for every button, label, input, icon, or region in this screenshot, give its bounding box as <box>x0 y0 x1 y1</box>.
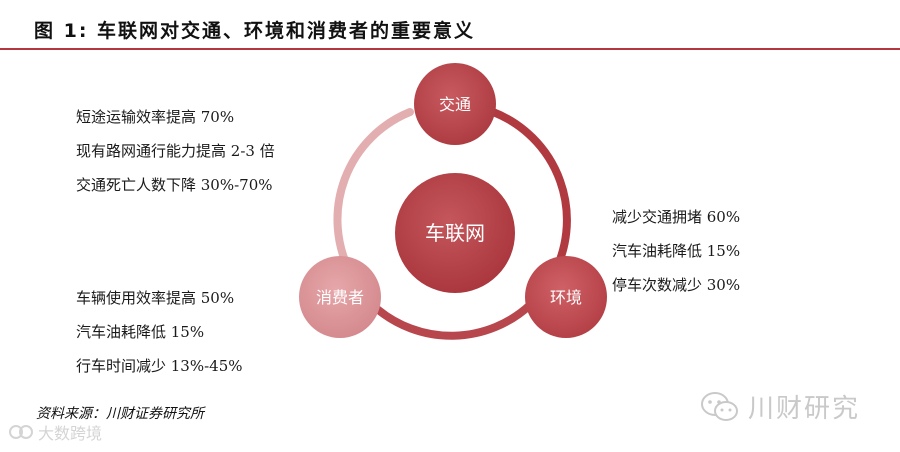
title-divider <box>0 48 900 50</box>
environment-label: 环境 <box>550 288 582 307</box>
consumer-label: 消费者 <box>316 288 364 307</box>
watermark-right-text: 川财研究 <box>748 394 861 424</box>
brand-logo-icon <box>9 425 33 439</box>
list-item: 减少交通拥堵 60% <box>612 208 741 226</box>
ring-arc-consumer-traffic <box>333 108 414 276</box>
traffic-circle <box>414 63 496 145</box>
list-item: 行车时间减少 13%-45% <box>76 357 243 375</box>
ring-arc-environment-consumer <box>372 301 534 340</box>
figure-title: 图 1: 车联网对交通、环境和消费者的重要意义 <box>34 20 476 42</box>
list-item: 交通死亡人数下降 30%-70% <box>76 176 273 194</box>
list-item: 停车次数减少 30% <box>612 276 741 294</box>
center-label: 车联网 <box>425 221 485 245</box>
source-note: 资料来源：川财证券研究所 <box>36 406 204 422</box>
environment-circle <box>525 256 607 338</box>
ring-arc-traffic-environment <box>489 108 571 281</box>
watermark-right: 川财研究 <box>700 388 860 425</box>
traffic-benefits-list: 短途运输效率提高 70% 现有路网通行能力提高 2-3 倍 交通死亡人数下降 3… <box>76 100 275 202</box>
traffic-label: 交通 <box>439 95 471 114</box>
consumer-circle <box>299 256 381 338</box>
watermark-left: 大数跨境 <box>8 420 102 444</box>
list-item: 车辆使用效率提高 50% <box>76 289 235 307</box>
environment-benefits-list: 减少交通拥堵 60% 汽车油耗降低 15% 停车次数减少 30% <box>612 200 740 302</box>
watermark-left-text: 大数跨境 <box>38 424 103 443</box>
list-item: 现有路网通行能力提高 2-3 倍 <box>76 142 275 160</box>
consumer-benefits-list: 车辆使用效率提高 50% 汽车油耗降低 15% 行车时间减少 13%-45% <box>76 281 243 383</box>
list-item: 汽车油耗降低 15% <box>76 323 205 341</box>
list-item: 汽车油耗降低 15% <box>612 242 741 260</box>
list-item: 短途运输效率提高 70% <box>76 108 235 126</box>
center-circle <box>395 173 515 293</box>
wechat-icon <box>701 391 738 421</box>
